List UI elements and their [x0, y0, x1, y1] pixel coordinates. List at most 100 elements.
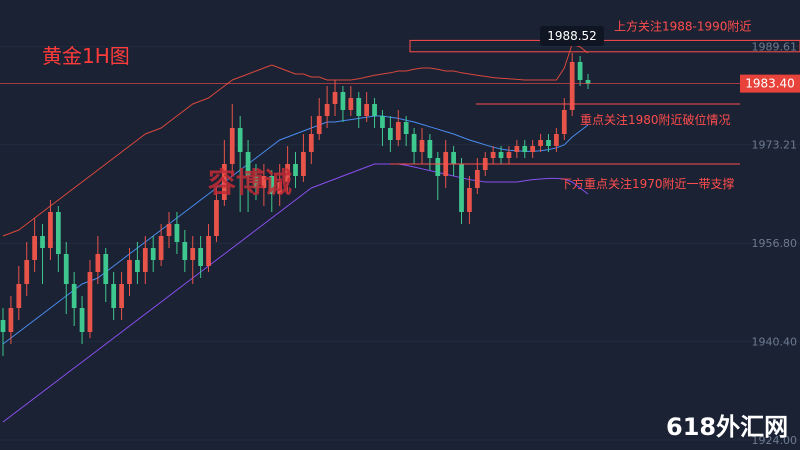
candle-body — [206, 236, 211, 266]
brand-logo: 618外汇网 — [666, 413, 788, 441]
candle-body — [308, 134, 314, 152]
candle-body — [419, 140, 425, 152]
candle — [435, 152, 441, 200]
candle-body — [356, 98, 362, 116]
candle-body — [269, 176, 275, 194]
candle-body — [198, 248, 204, 266]
candle-body — [514, 146, 520, 152]
candle — [95, 236, 101, 284]
candle — [8, 296, 14, 344]
candle — [490, 146, 496, 164]
candle — [237, 116, 243, 212]
candle-body — [387, 128, 393, 140]
candle-body — [174, 224, 180, 242]
candle-body — [395, 122, 401, 140]
candle-body — [48, 212, 53, 248]
candle — [324, 86, 330, 128]
candle-body — [474, 170, 480, 188]
candle — [585, 74, 591, 89]
candle-body — [253, 176, 259, 188]
candle-body — [63, 254, 69, 284]
candle-body — [214, 200, 219, 236]
candle-body — [569, 62, 575, 110]
annotation-layer: 上方关注1988-1990附近重点关注1980附近破位情况下方重点关注1970附… — [0, 18, 800, 191]
y-tick-label: 1973.21 — [752, 139, 798, 152]
candle-body — [221, 164, 227, 200]
candle — [87, 260, 93, 338]
candle-body — [372, 104, 377, 116]
candle — [24, 242, 30, 296]
candle-body — [411, 134, 417, 152]
candle-body — [340, 92, 346, 110]
candle — [403, 116, 409, 146]
candle — [301, 134, 306, 182]
middle-band-line — [2, 115, 589, 345]
candle — [577, 56, 583, 86]
candle — [561, 98, 567, 140]
candle — [16, 266, 22, 320]
candle-body — [490, 152, 496, 158]
candle-body — [506, 152, 512, 158]
candle-body — [40, 236, 45, 248]
candle — [190, 236, 196, 284]
candle — [348, 86, 354, 116]
candle-body — [127, 260, 132, 284]
high-price-tag — [540, 26, 604, 46]
y-tick-label: 1924.00 — [752, 434, 798, 447]
candle — [356, 92, 362, 128]
candle-body — [103, 254, 109, 284]
candle-body — [451, 152, 456, 164]
candle — [253, 164, 259, 200]
candle-body — [0, 320, 6, 332]
candle — [538, 134, 543, 152]
candle-body — [111, 284, 117, 308]
candle-body — [135, 260, 140, 272]
candle-body — [71, 284, 77, 308]
candle-body — [261, 176, 267, 188]
candle — [0, 308, 6, 356]
candle — [293, 152, 298, 188]
candle-body — [554, 134, 559, 146]
candle-body — [119, 284, 124, 308]
candle — [221, 140, 227, 206]
candle-body — [538, 140, 543, 146]
candle — [467, 176, 472, 224]
y-tick-label: 1956.80 — [752, 237, 798, 250]
candle-body — [182, 242, 188, 260]
candle-body — [348, 98, 354, 110]
watermark: 容博诚 — [208, 166, 292, 199]
candle — [277, 164, 283, 206]
candle — [79, 296, 85, 344]
candle-body — [237, 128, 243, 152]
candle-body — [16, 284, 22, 308]
candle — [119, 272, 124, 320]
candle-body — [403, 122, 409, 134]
chart-title: 黄金1H图 — [42, 44, 130, 68]
candle-body — [332, 92, 338, 104]
candle-body — [79, 308, 85, 332]
y-axis: 1983.40 1989.61 1973.21 1956.80 1940.40 1924.… — [740, 40, 800, 447]
candle-body — [190, 248, 196, 260]
candle-body — [561, 110, 567, 134]
candle-body — [32, 236, 37, 260]
candle — [459, 158, 464, 224]
candle — [498, 146, 504, 164]
candle-body — [467, 188, 472, 212]
candle — [158, 224, 164, 266]
candle — [269, 170, 275, 212]
candle-body — [522, 146, 528, 152]
candle — [554, 128, 559, 152]
candle — [150, 236, 156, 272]
resistance-box — [409, 39, 800, 53]
candle-body — [95, 254, 101, 272]
candle — [245, 140, 251, 212]
candle-body — [301, 152, 306, 176]
candle — [340, 86, 346, 122]
bollinger-bands — [2, 43, 589, 423]
candle — [214, 188, 219, 242]
candle-body — [87, 272, 93, 332]
candle-body — [435, 158, 441, 176]
candle — [142, 236, 148, 284]
